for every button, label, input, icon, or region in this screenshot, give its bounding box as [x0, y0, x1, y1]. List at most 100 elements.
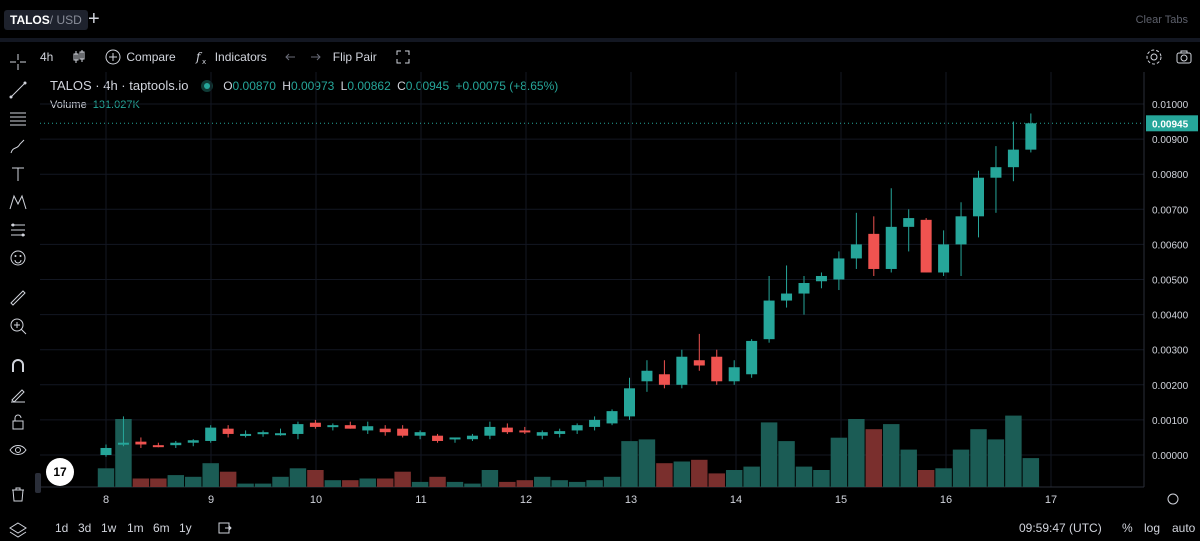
flip-pair-label: Flip Pair	[332, 50, 377, 64]
flip-pair-button[interactable]: Flip Pair	[333, 50, 377, 64]
percent-toggle[interactable]: %	[1122, 521, 1133, 535]
tab-base: TALOS	[10, 13, 50, 27]
drawing-toolbar	[0, 44, 36, 541]
volume-bar	[289, 468, 307, 487]
stay-drawing-icon[interactable]	[8, 384, 28, 404]
volume-label: Volume	[50, 99, 87, 111]
price-chart[interactable]: 0.01000 0.00900 0.00800 0.00700 0.00600 0.005…	[40, 72, 1200, 516]
lock-icon[interactable]	[8, 412, 28, 432]
range-6m[interactable]: 6m	[153, 521, 170, 535]
volume-bar	[743, 466, 760, 487]
time-axis-label: 9	[208, 494, 214, 506]
candle-body	[833, 258, 845, 280]
layers-icon[interactable]	[8, 520, 28, 540]
low-label: L	[340, 79, 348, 93]
candle-body	[641, 370, 653, 382]
tradingview-logo[interactable]: 17	[46, 458, 74, 486]
camera-icon[interactable]	[1175, 48, 1193, 66]
fullscreen-button[interactable]	[395, 49, 411, 65]
pattern-icon[interactable]	[8, 192, 28, 212]
clear-tabs-button[interactable]: Clear Tabs	[1135, 14, 1188, 26]
candle-body	[152, 445, 164, 448]
candle-body	[100, 447, 112, 455]
fib-lines-icon[interactable]	[8, 108, 28, 128]
candle-body	[606, 411, 618, 424]
emoji-icon[interactable]	[8, 248, 28, 268]
clock-time[interactable]: 09:59:47 (UTC)	[1019, 521, 1102, 535]
volume-bar	[603, 476, 621, 487]
volume-bar	[394, 471, 411, 487]
volume-bar	[185, 476, 202, 487]
volume-bar	[917, 470, 935, 487]
range-1d[interactable]: 1d	[55, 521, 69, 535]
axis-settings-icon[interactable]	[1167, 493, 1179, 505]
volume-bar	[499, 481, 516, 487]
svg-text:x: x	[202, 58, 206, 65]
volume-bar	[935, 468, 952, 487]
volume-bar	[1005, 415, 1022, 487]
range-1m[interactable]: 1m	[127, 521, 144, 535]
prediction-icon[interactable]	[8, 220, 28, 240]
time-axis-label: 12	[520, 494, 532, 506]
redo-button[interactable]	[307, 50, 321, 64]
time-axis-label: 13	[625, 494, 637, 506]
candle-body	[571, 425, 583, 431]
time-axis-label: 16	[940, 494, 952, 506]
zoom-in-icon[interactable]	[8, 316, 28, 336]
compare-button[interactable]: Compare	[105, 49, 176, 65]
candle-body	[624, 388, 635, 417]
candle-body	[344, 425, 356, 429]
time-axis-label: 10	[310, 494, 322, 506]
interval-button[interactable]: 4h	[40, 50, 53, 64]
eye-icon[interactable]	[8, 440, 28, 460]
ruler-icon[interactable]	[8, 288, 28, 308]
candle-body	[990, 167, 1002, 178]
candle-body	[798, 283, 810, 294]
trend-line-icon[interactable]	[8, 80, 28, 100]
time-axis-label: 11	[415, 494, 426, 506]
plus-circle-icon	[105, 49, 121, 65]
candle-body	[589, 419, 601, 427]
volume-bar	[952, 449, 970, 487]
volume-legend: Volume 131.027K	[50, 99, 140, 111]
crosshair-icon[interactable]	[8, 52, 28, 72]
price-axis-label: 0.01000	[1152, 100, 1189, 111]
candle-body	[432, 435, 444, 441]
candle-body	[257, 432, 269, 435]
settings-icon[interactable]	[1145, 48, 1163, 66]
candle-body	[466, 435, 478, 440]
goto-date-icon[interactable]	[218, 521, 232, 535]
price-axis-label: 0.00200	[1152, 381, 1189, 392]
candle-style-button[interactable]	[71, 49, 87, 65]
volume-bar	[254, 483, 272, 487]
volume-bar	[446, 481, 464, 487]
volume-bar	[900, 449, 917, 487]
range-3d[interactable]: 3d	[78, 521, 92, 535]
brush-icon[interactable]	[8, 136, 28, 156]
log-toggle[interactable]: log	[1144, 521, 1161, 535]
candle-body	[187, 440, 199, 443]
auto-toggle[interactable]: auto	[1172, 521, 1196, 535]
undo-button[interactable]	[285, 50, 299, 64]
price-axis-label: 0.00600	[1152, 240, 1189, 251]
range-1y[interactable]: 1y	[179, 521, 192, 535]
trash-icon[interactable]	[8, 484, 28, 504]
candle-body	[240, 433, 252, 436]
candle-body	[781, 293, 793, 301]
svg-text:f: f	[195, 50, 203, 64]
tab-talos-usd[interactable]: TALOS / USD	[4, 10, 88, 30]
collapse-handle[interactable]	[35, 473, 41, 493]
current-price-label: 0.00945	[1152, 119, 1189, 130]
add-tab-icon[interactable]: +	[88, 8, 100, 30]
text-icon[interactable]	[8, 164, 28, 184]
volume-bar	[586, 480, 603, 487]
redo-icon	[310, 53, 321, 61]
volume-bar	[708, 473, 725, 487]
price-axis-label: 0.00900	[1152, 135, 1189, 146]
volume-bar	[150, 478, 167, 487]
current-price-badge	[1146, 115, 1198, 132]
range-1w[interactable]: 1w	[101, 521, 117, 535]
magnet-icon[interactable]	[8, 356, 28, 376]
